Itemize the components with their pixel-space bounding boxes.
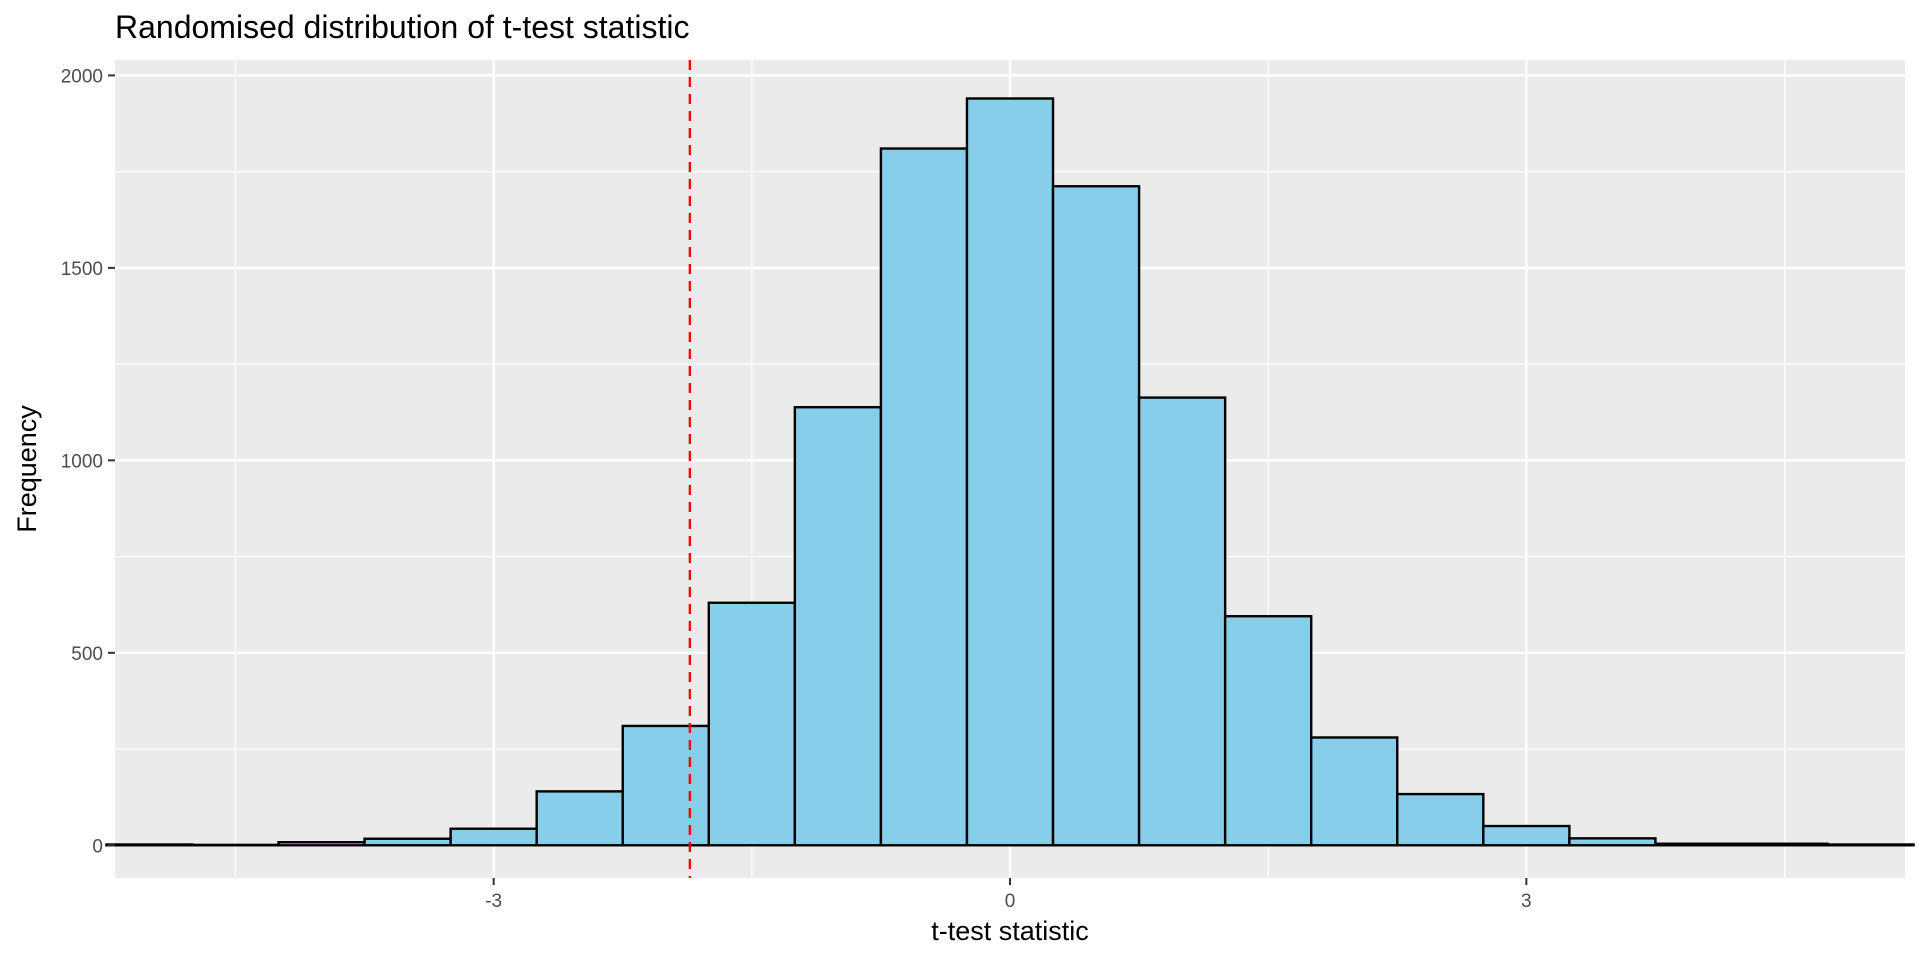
- histogram-bar: [707, 601, 797, 847]
- histogram-bar: [621, 724, 710, 847]
- x-tick-label: 0: [1005, 891, 1016, 912]
- histogram-bar: [105, 843, 194, 847]
- histogram-bar: [363, 837, 452, 847]
- y-axis: 0 500 1000 1500 2000: [61, 66, 115, 857]
- x-tick-label: -3: [485, 891, 502, 912]
- histogram-bar: [1051, 185, 1141, 847]
- histogram-bar: [1396, 792, 1485, 847]
- histogram-bar: [793, 406, 883, 847]
- histogram-bar: [1740, 842, 1829, 847]
- histogram-bar: [277, 841, 366, 847]
- histogram-bar: [535, 790, 624, 847]
- x-tick-label: 3: [1521, 891, 1532, 912]
- histogram-bar: [1826, 843, 1915, 847]
- y-tick-label: 1000: [61, 451, 103, 472]
- y-tick-label: 0: [92, 836, 103, 857]
- y-axis-title: Frequency: [12, 405, 42, 533]
- y-tick-label: 1500: [61, 259, 103, 280]
- histogram-bar: [1137, 396, 1227, 847]
- y-tick-label: 2000: [61, 66, 103, 87]
- histogram-bars: [105, 97, 1915, 847]
- chart-title: Randomised distribution of t-test statis…: [115, 9, 689, 45]
- histogram-bar: [449, 827, 538, 847]
- y-tick-label: 500: [71, 644, 103, 665]
- x-axis: -3 0 3: [485, 878, 1532, 912]
- histogram-bar: [1568, 837, 1657, 847]
- histogram-bar: [1310, 736, 1399, 847]
- histogram-bar: [1223, 615, 1313, 847]
- histogram-bar: [1482, 824, 1571, 847]
- histogram-bar: [879, 147, 969, 847]
- histogram-bar: [1654, 842, 1743, 847]
- x-axis-title: t-test statistic: [931, 916, 1089, 946]
- histogram-bar: [965, 97, 1055, 847]
